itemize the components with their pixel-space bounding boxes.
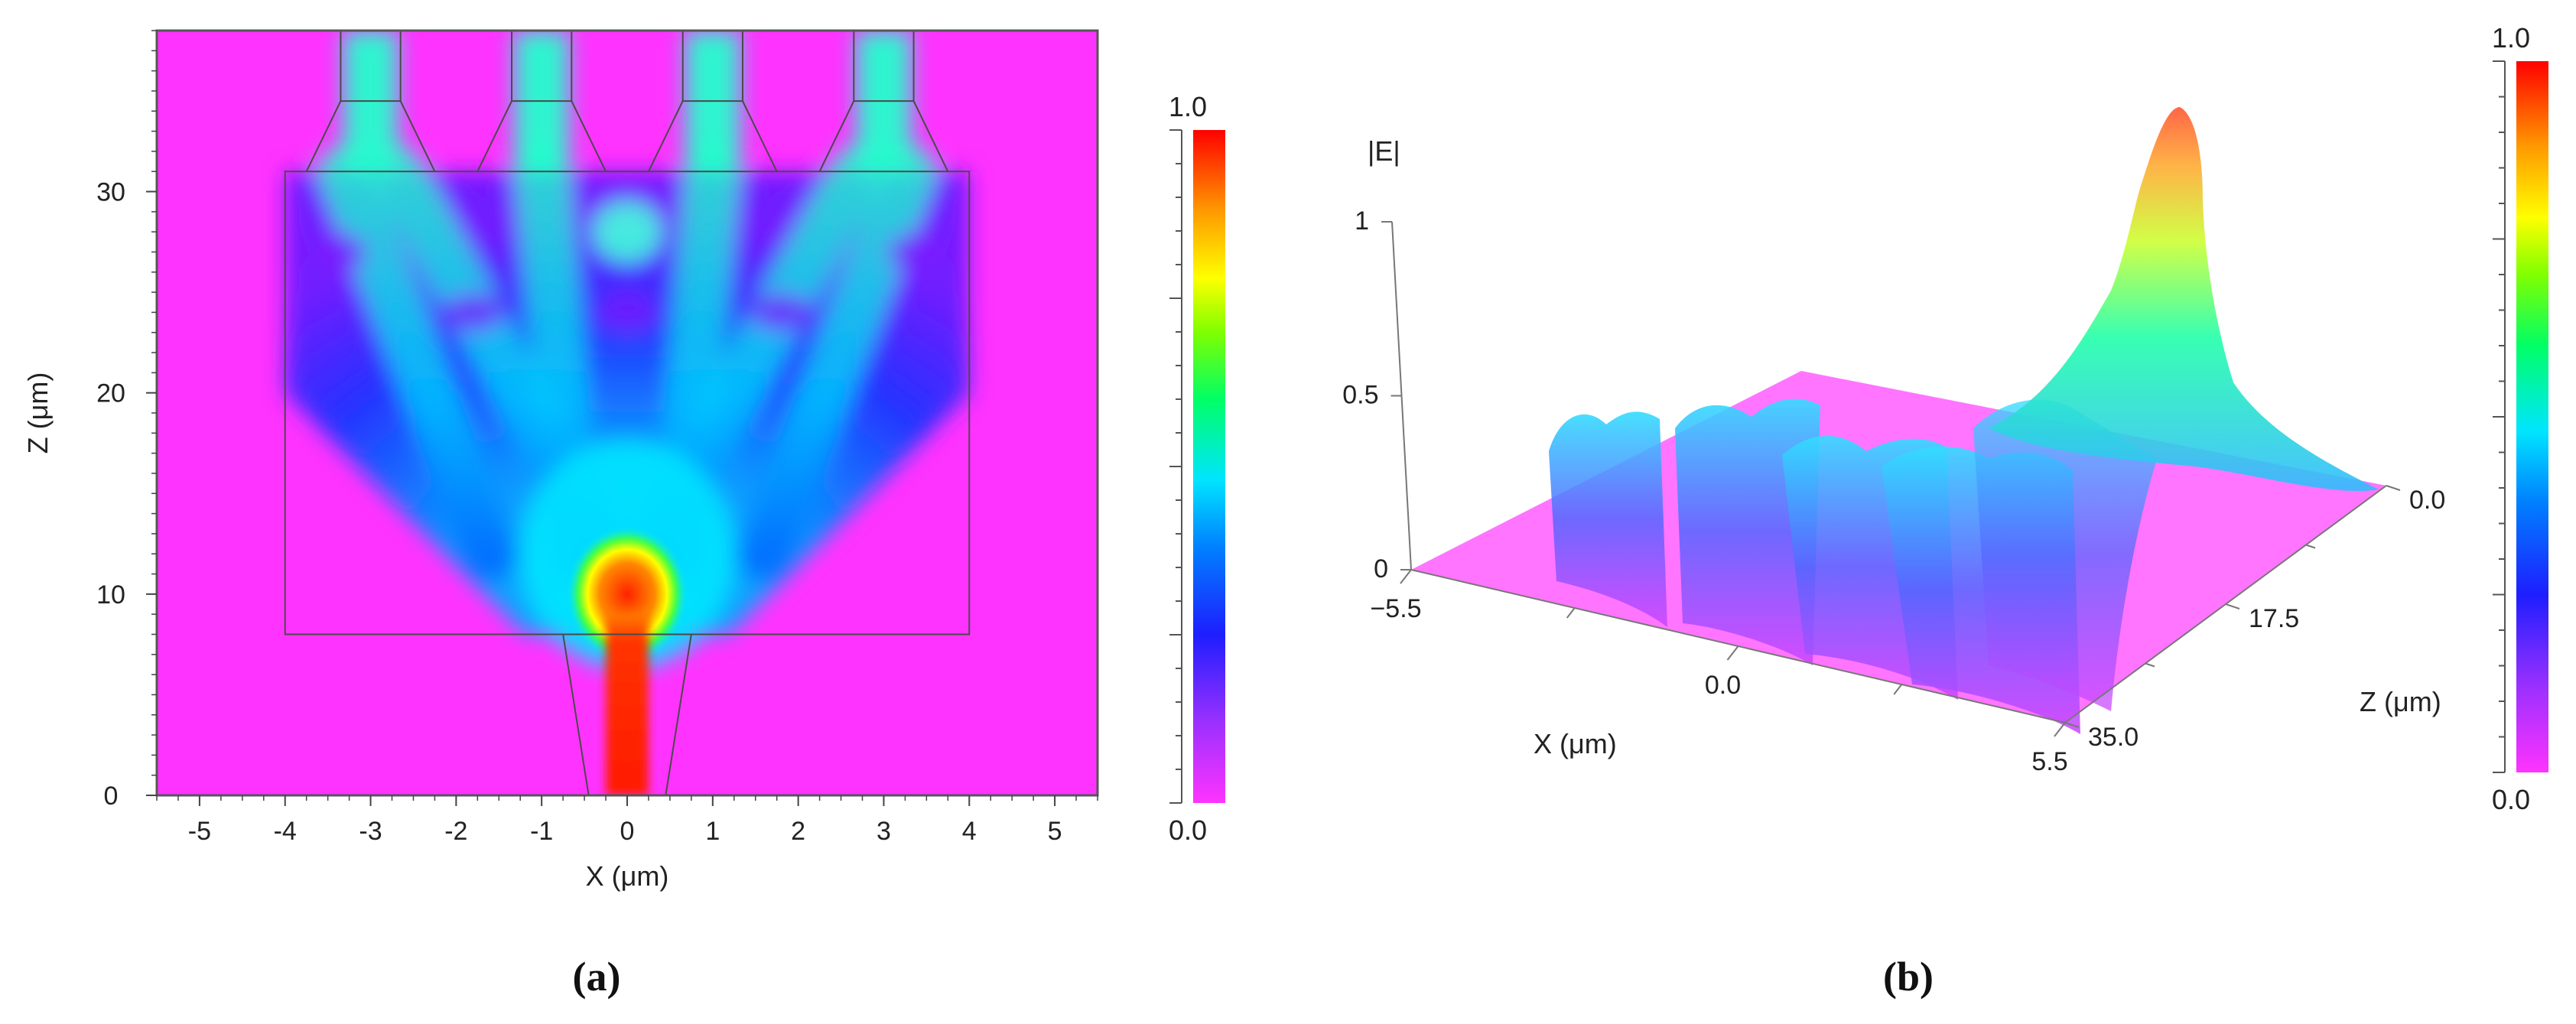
surface-ridge-1 [1549, 411, 1667, 627]
field-null [442, 293, 504, 332]
e-tick-label: 0.5 [1342, 381, 1378, 410]
y-tick-label-a: 30 [96, 178, 125, 207]
z-minor-tick-b [2145, 662, 2155, 668]
colorbar-a-min: 0.0 [1169, 814, 1207, 846]
x-axis-title-b: X (μm) [1534, 728, 1617, 759]
x-minor-tick-b [1893, 684, 1903, 695]
x-tick-label-a: 2 [791, 817, 805, 846]
input-field-core [606, 614, 649, 795]
interference-arm [737, 145, 936, 581]
x-tick-label-a: -3 [359, 817, 382, 846]
colorbar-b: 1.0 0.0 [2492, 22, 2548, 815]
field-null [887, 232, 949, 271]
x-tick-b [2054, 722, 2066, 737]
x-tick-b [1400, 569, 1412, 584]
z-tick-label-b: 0.0 [2409, 486, 2445, 515]
x-tick-label-a: -4 [274, 817, 297, 846]
x-tick-label-a: -5 [188, 817, 211, 846]
z-tick-b [2064, 722, 2080, 728]
e-axis-title: |E| [1368, 135, 1400, 167]
colorbar-a-max: 1.0 [1169, 91, 1207, 122]
x-tick-label-a: 1 [705, 817, 720, 846]
z-tick-label-b: 35.0 [2088, 723, 2139, 752]
colorbar-b-min: 0.0 [2492, 784, 2530, 815]
colorbar-a-gradient [1193, 130, 1225, 803]
x-tick-label-a: 0 [620, 817, 635, 846]
heatmap-field [157, 31, 1098, 795]
x-tick-label-a: 3 [877, 817, 891, 846]
z-tick-label-b: 17.5 [2249, 604, 2299, 633]
x-tick-label-a: 5 [1048, 817, 1062, 846]
field-null [750, 293, 812, 332]
x-minor-tick-b [1566, 607, 1576, 619]
e-tick-label: 1 [1355, 206, 1369, 236]
input-field-spot [566, 525, 688, 663]
mmi-outline [284, 171, 971, 636]
y-tick-label-a: 0 [104, 782, 119, 811]
field-null [305, 232, 367, 271]
x-tick-label-b: 0.0 [1705, 671, 1741, 700]
interference-arm [318, 145, 518, 581]
z-tick-b [2225, 603, 2240, 610]
e-tick-label: 0 [1374, 554, 1388, 584]
axes-b: 0 0.5 1 −5.5 0.0 5.5 35.0 17.5 0.0 [1342, 206, 2445, 776]
z-tick-b [2386, 485, 2401, 491]
x-tick-label-a: 4 [962, 817, 977, 846]
field-hotspot [593, 201, 662, 263]
y-axis-title-a: Z (μm) [22, 372, 54, 454]
surface-panel-b: 0 0.5 1 −5.5 0.0 5.5 35.0 17.5 0.0 |E| X (μm) Z … [1342, 107, 2445, 776]
y-tick-label-a: 20 [96, 379, 125, 408]
panel-label-b: (b) [1883, 954, 1934, 1000]
field-null [597, 293, 658, 332]
z-axis-title-b: Z (μm) [2360, 686, 2441, 717]
colorbar-a: 1.0 0.0 [1169, 91, 1225, 846]
colorbar-b-max: 1.0 [2492, 22, 2530, 54]
x-tick-label-a: -1 [530, 817, 553, 846]
heatmap-panel-a: -5 -4 -3 -2 -1 0 1 2 3 4 5 0 10 20 30 X (μm) Z (μm) [22, 29, 1099, 892]
colorbar-b-gradient [2516, 61, 2548, 772]
panel-label-a: (a) [573, 954, 621, 1000]
x-tick-label-b: −5.5 [1370, 594, 1421, 623]
surface-ridge-5 [1973, 399, 2157, 711]
surface-input-peak [1989, 107, 2379, 492]
y-tick-label-a: 10 [96, 580, 125, 610]
x-tick-label-b: 5.5 [2031, 747, 2067, 776]
x-tick-b [1726, 645, 1739, 661]
x-tick-label-a: -2 [444, 817, 467, 846]
axes-a: -5 -4 -3 -2 -1 0 1 2 3 4 5 0 10 20 30 [96, 30, 1098, 846]
z-minor-tick-b [2305, 544, 2316, 549]
x-axis-title-a: X (μm) [586, 860, 669, 892]
